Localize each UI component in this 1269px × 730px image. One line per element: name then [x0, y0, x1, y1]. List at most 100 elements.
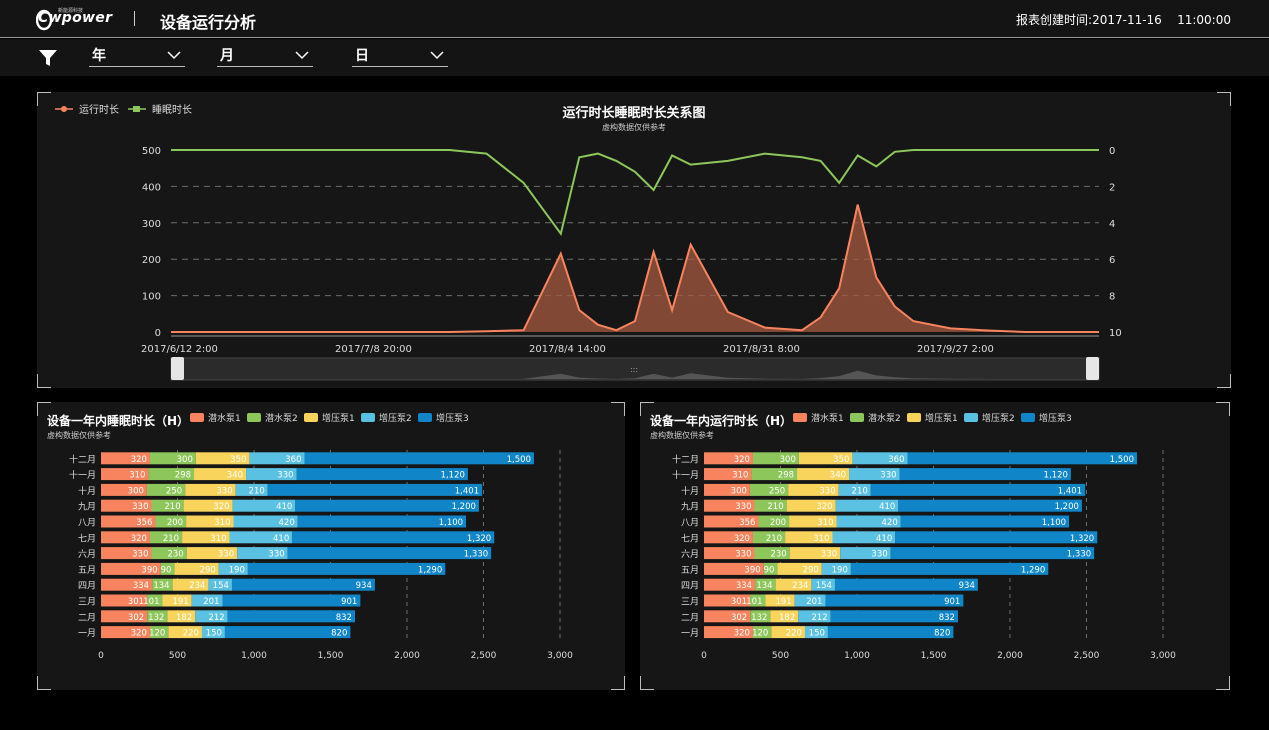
bar-segment[interactable]	[752, 452, 799, 465]
bar-segment[interactable]	[146, 483, 186, 496]
bar-segment[interactable]	[295, 499, 479, 512]
bar-segment[interactable]	[195, 452, 250, 465]
legend-swatch[interactable]	[190, 413, 204, 422]
bar-segment[interactable]	[752, 531, 786, 544]
bar-segment[interactable]	[160, 562, 175, 575]
bar-segment[interactable]	[704, 499, 755, 512]
bar-segment[interactable]	[704, 468, 752, 481]
bar-segment[interactable]	[840, 547, 891, 560]
bar-segment[interactable]	[898, 499, 1082, 512]
bar-segment[interactable]	[148, 468, 195, 481]
legend-swatch[interactable]	[304, 413, 318, 422]
bar-segment[interactable]	[811, 578, 835, 591]
zoom-handle-left[interactable]	[171, 357, 184, 380]
bar-segment[interactable]	[755, 578, 776, 591]
legend-label[interactable]: 潜水泵1	[811, 412, 844, 424]
bar-segment[interactable]	[830, 610, 958, 623]
bar-segment[interactable]	[231, 578, 375, 591]
zoom-slider[interactable]: :::	[170, 357, 1100, 381]
bar-segment[interactable]	[267, 483, 483, 496]
legend-marker-sleep[interactable]	[133, 106, 140, 112]
legend-label-sleep[interactable]: 睡眠时长	[152, 103, 192, 116]
bar-segment[interactable]	[704, 578, 756, 591]
bar-segment[interactable]	[101, 483, 147, 496]
bar-segment[interactable]	[870, 483, 1086, 496]
bar-segment[interactable]	[249, 452, 305, 465]
bar-segment[interactable]	[247, 562, 446, 575]
bar-segment[interactable]	[182, 531, 230, 544]
bar-segment[interactable]	[704, 594, 751, 607]
bar-segment[interactable]	[174, 562, 219, 575]
bar-segment[interactable]	[835, 499, 899, 512]
bar-segment[interactable]	[704, 483, 750, 496]
filter-icon[interactable]	[38, 49, 58, 67]
legend-swatch[interactable]	[793, 413, 807, 422]
bar-segment[interactable]	[229, 531, 293, 544]
bar-segment[interactable]	[101, 594, 148, 607]
sleep-duration-series[interactable]	[171, 149, 1099, 237]
legend-label[interactable]: 潜水泵2	[868, 412, 901, 424]
bar-segment[interactable]	[832, 531, 896, 544]
bar-segment[interactable]	[186, 515, 234, 528]
bar-segment[interactable]	[227, 610, 355, 623]
bar-segment[interactable]	[147, 594, 163, 607]
bar-segment[interactable]	[218, 562, 248, 575]
legend-swatch[interactable]	[850, 413, 864, 422]
bar-segment[interactable]	[152, 578, 173, 591]
bar-segment[interactable]	[788, 483, 839, 496]
bar-segment[interactable]	[167, 610, 196, 623]
bar-segment[interactable]	[827, 626, 954, 639]
bar-segment[interactable]	[890, 547, 1095, 560]
bar-segment[interactable]	[224, 626, 351, 639]
bar-segment[interactable]	[895, 531, 1098, 544]
legend-swatch[interactable]	[1021, 413, 1035, 422]
legend-label[interactable]: 增压泵1	[925, 412, 958, 424]
bar-segment[interactable]	[296, 468, 468, 481]
legend-swatch[interactable]	[361, 413, 375, 422]
zoom-handle-right[interactable]	[1086, 357, 1099, 380]
bar-segment[interactable]	[771, 626, 805, 639]
bar-segment[interactable]	[797, 468, 850, 481]
legend-label[interactable]: 增压泵1	[322, 412, 355, 424]
bar-segment[interactable]	[304, 452, 534, 465]
bar-segment[interactable]	[836, 515, 901, 528]
bar-segment[interactable]	[149, 626, 169, 639]
bar-segment[interactable]	[704, 531, 753, 544]
bar-segment[interactable]	[222, 594, 361, 607]
bar-segment[interactable]	[162, 594, 192, 607]
legend-label[interactable]: 增压泵2	[982, 412, 1015, 424]
year-select[interactable]: 年	[89, 45, 185, 67]
bar-segment[interactable]	[287, 547, 492, 560]
bar-segment[interactable]	[899, 468, 1071, 481]
bar-segment[interactable]	[777, 562, 822, 575]
bar-segment[interactable]	[292, 531, 495, 544]
bar-segment[interactable]	[834, 578, 978, 591]
bar-segment[interactable]	[237, 547, 288, 560]
legend-swatch[interactable]	[907, 413, 921, 422]
bar-segment[interactable]	[749, 483, 789, 496]
bar-segment[interactable]	[786, 499, 836, 512]
bar-segment[interactable]	[101, 610, 148, 623]
bar-segment[interactable]	[194, 468, 247, 481]
bar-segment[interactable]	[155, 515, 187, 528]
bar-segment[interactable]	[101, 547, 152, 560]
bar-segment[interactable]	[704, 562, 764, 575]
bar-segment[interactable]	[101, 562, 161, 575]
bar-segment[interactable]	[168, 626, 202, 639]
bar-segment[interactable]	[297, 515, 467, 528]
legend-swatch[interactable]	[418, 413, 432, 422]
bar-segment[interactable]	[758, 515, 790, 528]
bar-segment[interactable]	[849, 468, 900, 481]
bar-segment[interactable]	[789, 515, 837, 528]
legend-label-run[interactable]: 运行时长	[79, 103, 119, 116]
bar-segment[interactable]	[900, 515, 1070, 528]
run-duration-series[interactable]	[171, 204, 1099, 333]
bar-segment[interactable]	[907, 452, 1137, 465]
bar-segment[interactable]	[775, 578, 812, 591]
bar-segment[interactable]	[850, 562, 1049, 575]
bar-segment[interactable]	[208, 578, 232, 591]
legend-label[interactable]: 潜水泵1	[208, 412, 241, 424]
bar-segment[interactable]	[235, 483, 268, 496]
bar-segment[interactable]	[183, 499, 233, 512]
bar-segment[interactable]	[750, 594, 766, 607]
